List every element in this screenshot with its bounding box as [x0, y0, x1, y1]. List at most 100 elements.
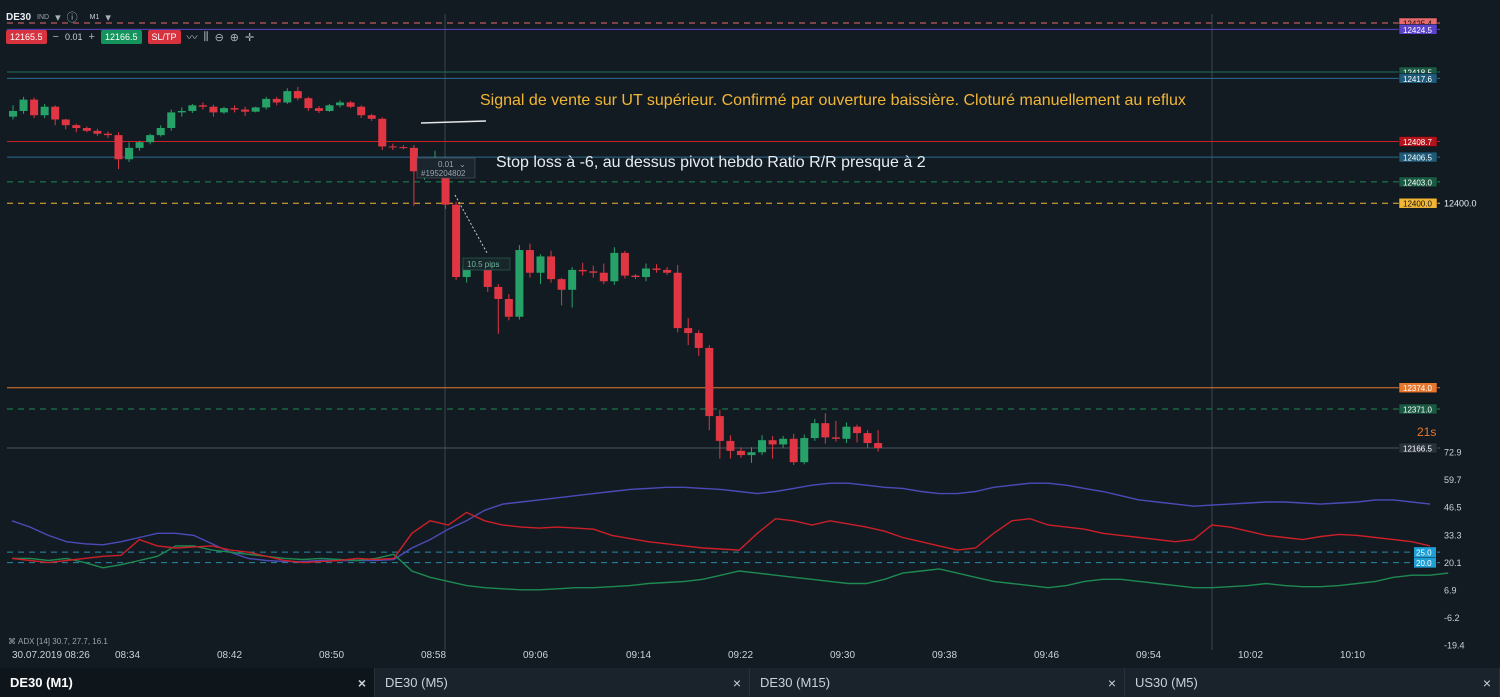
candle-body: [483, 263, 492, 287]
candle-body: [30, 99, 39, 116]
candle-body: [578, 269, 587, 272]
chart-tab[interactable]: DE30 (M1) ×: [0, 668, 375, 697]
indicator-label-icon: ⌘: [8, 637, 16, 646]
volume-plus-icon[interactable]: +: [88, 31, 95, 43]
close-tab-icon[interactable]: ×: [357, 674, 366, 691]
candle-body: [188, 105, 197, 111]
candle-body: [821, 423, 830, 438]
candle-body: [262, 98, 271, 108]
indicator-label: ADX [14] 30.7, 27.7, 16.1: [18, 637, 108, 646]
candle-body: [768, 440, 777, 445]
candle-body: [536, 256, 545, 273]
candle-body: [642, 268, 650, 278]
chart-tab-label: DE30 (M15): [760, 675, 831, 690]
volume-input[interactable]: 0.01: [64, 32, 83, 42]
candle-body: [146, 135, 155, 143]
buy-button[interactable]: 12166.5: [100, 30, 142, 44]
timeframe-selector[interactable]: M1: [89, 13, 100, 21]
pips-label: 10.5 pips: [467, 260, 499, 269]
candle-body: [72, 125, 81, 129]
candle-body: [367, 115, 376, 119]
chart-tab[interactable]: DE30 (M15) ×: [750, 668, 1125, 697]
price-axis-label: 12400.0: [1444, 199, 1477, 209]
close-tab-icon[interactable]: ×: [1482, 674, 1491, 691]
indicator-tick-label: 72.9: [1444, 448, 1462, 458]
price-level-label: 12418.5: [1403, 68, 1432, 77]
price-level-label: 12371.0: [1403, 405, 1432, 414]
candle-body: [19, 99, 28, 111]
price-level-tag: [1398, 442, 1438, 454]
volume-minus-icon[interactable]: −: [52, 31, 59, 43]
symbol-dropdown-icon[interactable]: ▾: [55, 11, 61, 24]
candle-body: [684, 328, 693, 334]
candle-body: [610, 252, 619, 282]
info-icon[interactable]: ⓘ: [66, 12, 78, 24]
candle-body: [304, 98, 313, 109]
zoom-out-icon[interactable]: ⊖: [214, 31, 224, 44]
candle-body: [156, 128, 165, 136]
price-level-tag: [1398, 382, 1438, 393]
chart-tab[interactable]: US30 (M5) ×: [1125, 668, 1500, 697]
candle-body: [325, 105, 334, 111]
close-tab-icon[interactable]: ×: [732, 674, 741, 691]
chart-type-icon[interactable]: 〰: [186, 32, 198, 44]
candle-body: [399, 147, 408, 149]
crosshair-icon[interactable]: ✛: [245, 31, 255, 44]
symbol-name: DE30: [6, 11, 32, 23]
candle-body: [452, 204, 461, 278]
order-id: #195204802: [421, 169, 466, 178]
candle-body: [504, 299, 513, 317]
trade-markers: 0.01 ⌄ #195204802 10.5 pips Signal de ve…: [416, 92, 1436, 439]
indicator-series-line: [11, 511, 1431, 564]
timeframe-dropdown-icon[interactable]: ▾: [105, 11, 111, 24]
candle-body: [515, 250, 524, 317]
candle-body: [779, 438, 788, 445]
indicator-level-label: 25.0: [1416, 549, 1432, 558]
indicators-icon[interactable]: ⫼: [203, 30, 209, 43]
candle-body: [61, 119, 70, 126]
candle-body: [9, 110, 17, 117]
chart-toolbar: DE30 IND ▾ ⓘ M1 ▾ 12165.5 − 0.01 + 12166…: [6, 8, 254, 54]
candle-body: [863, 433, 872, 444]
candle-body: [747, 452, 756, 456]
candle-body: [135, 142, 144, 148]
candle-body: [441, 160, 450, 205]
candle-body: [652, 268, 661, 270]
countdown: 21s: [1417, 425, 1436, 439]
candle-body: [167, 112, 176, 129]
indicator-axis: 72.9 59.7 46.5 33.3 20.1 6.9 -6.2 -19.4 25.020.0: [1414, 448, 1465, 651]
candle-body: [874, 443, 883, 448]
indicator-series-line: [12, 545, 1449, 591]
candle-body: [842, 426, 851, 439]
price-level-tag: [1398, 197, 1438, 209]
candle-body: [388, 146, 397, 148]
candle-body: [82, 128, 91, 131]
price-level-label: 12403.0: [1403, 178, 1432, 187]
indicator-tick-label: -19.4: [1444, 641, 1465, 651]
chart-tab[interactable]: DE30 (M5) ×: [375, 668, 750, 697]
chart-area[interactable]: 0.01 ⌄ #195204802 10.5 pips Signal de ve…: [0, 0, 1500, 668]
indicator-tick-label: 46.5: [1444, 503, 1462, 513]
candle-body: [114, 135, 123, 160]
candle-body: [831, 437, 840, 439]
chart-tabs: DE30 (M1) × DE30 (M5) × DE30 (M15) × US30 (M5)…: [0, 668, 1500, 697]
candle-body: [557, 279, 566, 290]
candle-body: [346, 102, 355, 107]
candle-body: [220, 108, 228, 113]
candle-body: [251, 107, 260, 112]
close-tab-icon[interactable]: ×: [1107, 674, 1116, 691]
candle-body: [810, 423, 819, 439]
time-tick-label: 08:50: [319, 650, 344, 661]
sell-button[interactable]: 12165.5: [6, 30, 47, 44]
pips-measure-line: [454, 194, 488, 254]
candle-body: [620, 252, 629, 276]
stop-annotation: Stop loss à -6, au dessus pivot hebdo Ra…: [496, 154, 926, 171]
candle-body: [336, 102, 345, 106]
chart-tab-label: US30 (M5): [1135, 675, 1198, 690]
candle-body: [462, 266, 471, 278]
sltp-button[interactable]: SL/TP: [147, 30, 181, 44]
candle-body: [357, 106, 366, 116]
zoom-in-icon[interactable]: ⊕: [229, 31, 240, 44]
candle-body: [209, 106, 218, 113]
